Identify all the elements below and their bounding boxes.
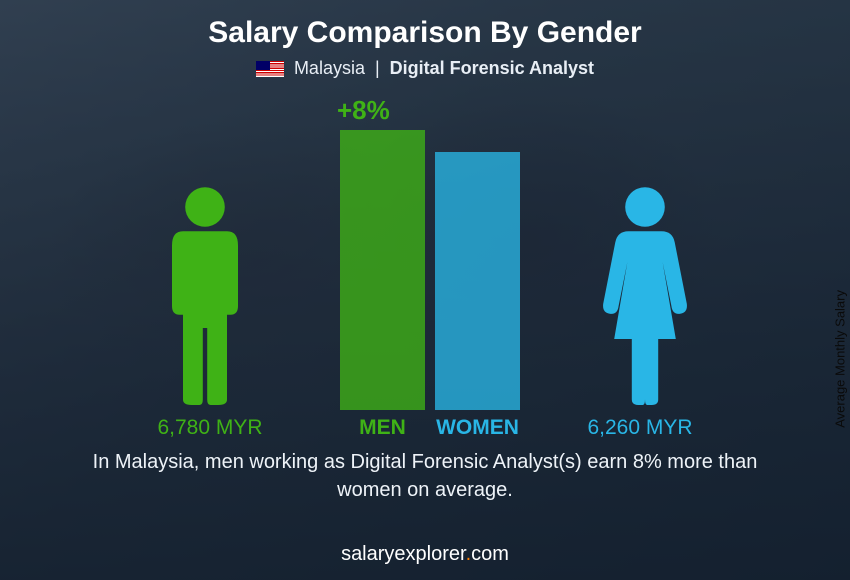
brand-prefix: salaryexplorer: [341, 543, 466, 565]
women-salary-value: 6,260 MYR: [550, 416, 730, 440]
women-bar-label: WOMEN: [435, 416, 520, 440]
subtitle-row: Malaysia | Digital Forensic Analyst: [0, 58, 850, 79]
men-salary-value: 6,780 MYR: [120, 416, 300, 440]
brand-suffix: com: [471, 543, 509, 565]
pct-diff-label: +8%: [337, 95, 390, 126]
bar-women: [435, 152, 520, 410]
female-icon: [590, 185, 700, 405]
chart-area: +8% 6,780 MYR MEN WOMEN 6,260 MYR: [90, 95, 760, 440]
y-axis-label: Average Monthly Salary: [833, 290, 848, 428]
country-name: Malaysia: [294, 58, 365, 79]
infographic-canvas: Salary Comparison By Gender Malaysia | D…: [0, 0, 850, 580]
bar-men: [340, 130, 425, 410]
summary-text: In Malaysia, men working as Digital Fore…: [80, 448, 770, 504]
flag-icon: [256, 61, 284, 77]
job-title: Digital Forensic Analyst: [390, 58, 594, 79]
separator: |: [375, 58, 380, 79]
page-title: Salary Comparison By Gender: [0, 16, 850, 50]
male-icon: [150, 185, 260, 405]
footer-brand: salaryexplorer.com: [0, 543, 850, 566]
men-bar-label: MEN: [340, 416, 425, 440]
